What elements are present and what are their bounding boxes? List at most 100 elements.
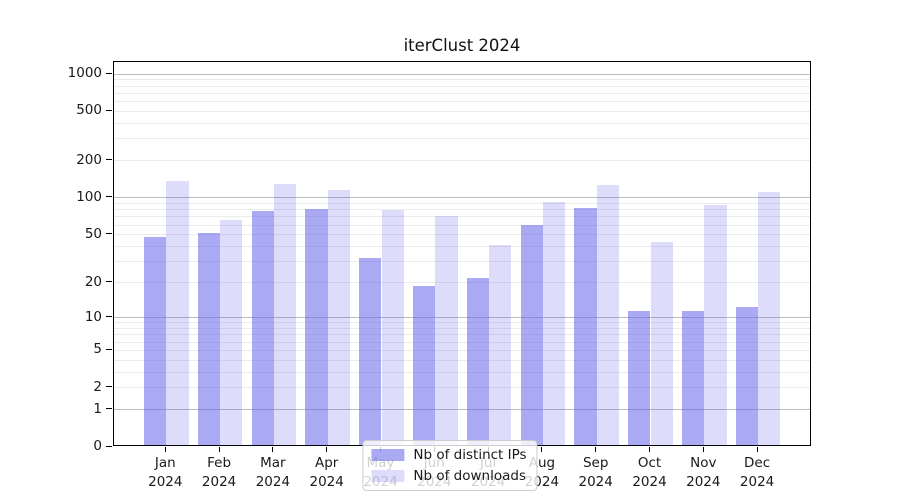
legend-swatch-distinct-ips: [371, 449, 405, 461]
minor-gridline: [114, 92, 810, 94]
y-tick-label: 20: [84, 273, 102, 290]
x-tick-mark: [164, 447, 166, 452]
y-tick-label: 2: [93, 378, 102, 395]
y-tick-label: 200: [76, 151, 102, 168]
legend-label-downloads: Nb of downloads: [413, 468, 526, 484]
minor-gridline: [114, 334, 810, 336]
plot-area: [113, 61, 811, 446]
minor-gridline: [114, 138, 810, 140]
minor-gridline: [114, 341, 810, 343]
y-tick-mark: [106, 386, 112, 388]
x-tick-mark: [756, 447, 758, 452]
bar-ips-dec: [735, 306, 759, 445]
major-gridline: [114, 317, 810, 319]
major-gridline: [114, 73, 810, 75]
minor-gridline: [114, 387, 810, 389]
y-tick-mark: [106, 159, 112, 161]
minor-gridline: [114, 261, 810, 263]
bar-ips-jul: [466, 278, 490, 445]
y-tick-label: 1000: [67, 65, 102, 81]
minor-gridline: [114, 122, 810, 124]
bar-downloads-apr: [327, 189, 350, 445]
bar-ips-mar: [251, 211, 274, 445]
bar-downloads-may: [381, 209, 404, 445]
bar-ips-feb: [197, 232, 221, 445]
x-tick-label-nov: Nov 2024: [686, 455, 721, 490]
y-tick-mark: [106, 196, 112, 198]
major-gridline: [114, 409, 810, 411]
bar-downloads-dec: [758, 191, 781, 445]
minor-gridline: [114, 110, 810, 112]
bar-downloads-aug: [542, 201, 566, 445]
legend: Nb of distinct IPs Nb of downloads: [362, 440, 538, 491]
minor-gridline: [114, 224, 810, 226]
bar-downloads-sep: [596, 184, 619, 445]
minor-gridline: [114, 322, 810, 324]
legend-item-downloads: Nb of downloads: [371, 468, 526, 484]
y-tick-label: 1: [93, 400, 102, 417]
minor-gridline: [114, 160, 810, 162]
bar-ips-jan: [144, 237, 167, 445]
x-tick-label-feb: Feb 2024: [201, 455, 237, 490]
minor-gridline: [114, 216, 810, 218]
y-tick-label: 5: [93, 341, 102, 358]
chart-title: iterClust 2024: [403, 36, 521, 55]
x-tick-label-sep: Sep 2024: [578, 455, 613, 490]
bar-downloads-jun: [435, 215, 458, 445]
x-tick-label-jan: Jan 2024: [148, 455, 183, 490]
y-tick-mark: [106, 408, 112, 410]
bar-downloads-mar: [273, 183, 297, 445]
minor-gridline: [114, 327, 810, 329]
x-tick-label-dec: Dec 2024: [739, 455, 775, 490]
bar-ips-apr: [305, 209, 328, 445]
y-tick-mark: [106, 72, 112, 74]
bar-downloads-feb: [220, 219, 243, 445]
y-tick-label: 100: [76, 188, 102, 205]
x-tick-mark: [541, 447, 543, 452]
x-tick-mark: [649, 447, 650, 452]
bar-ips-may: [359, 257, 382, 445]
x-tick-label-mar: Mar 2024: [255, 455, 291, 490]
minor-gridline: [114, 209, 810, 211]
y-tick-mark: [106, 316, 112, 318]
minor-gridline: [114, 282, 810, 284]
minor-gridline: [114, 246, 810, 247]
legend-swatch-downloads: [371, 470, 405, 482]
y-tick-mark: [106, 445, 112, 447]
y-tick-mark: [106, 233, 112, 235]
bar-downloads-oct: [650, 242, 673, 445]
y-tick-label: 0: [93, 438, 102, 454]
minor-gridline: [114, 79, 810, 81]
x-tick-label-oct: Oct 2024: [632, 455, 667, 490]
x-tick-mark: [218, 447, 220, 452]
x-tick-mark: [595, 447, 597, 452]
x-tick-mark: [272, 447, 274, 452]
bar-ips-oct: [628, 310, 651, 445]
y-tick-label: 50: [84, 225, 102, 242]
x-tick-mark: [702, 447, 704, 452]
bar-ips-aug: [520, 224, 543, 445]
x-tick-mark: [326, 447, 328, 452]
major-gridline: [114, 197, 810, 199]
y-tick-label: 500: [76, 102, 102, 119]
y-tick-mark: [106, 109, 112, 111]
bar-downloads-jan: [166, 181, 189, 445]
legend-label-distinct-ips: Nb of distinct IPs: [413, 447, 527, 463]
x-tick-label-apr: Apr 2024: [309, 455, 344, 490]
minor-gridline: [114, 234, 810, 236]
bar-ips-sep: [574, 208, 597, 445]
minor-gridline: [114, 203, 810, 204]
y-tick-label: 10: [84, 308, 102, 325]
bar-downloads-nov: [704, 205, 727, 445]
minor-gridline: [114, 371, 810, 373]
minor-gridline: [114, 349, 810, 351]
minor-gridline: [114, 359, 810, 361]
legend-item-distinct-ips: Nb of distinct IPs: [371, 447, 527, 463]
bar-ips-jun: [413, 286, 436, 445]
bar-ips-nov: [682, 310, 705, 445]
minor-gridline: [114, 85, 810, 87]
y-tick-mark: [106, 281, 112, 283]
bar-downloads-jul: [489, 244, 512, 445]
y-tick-mark: [106, 348, 112, 350]
